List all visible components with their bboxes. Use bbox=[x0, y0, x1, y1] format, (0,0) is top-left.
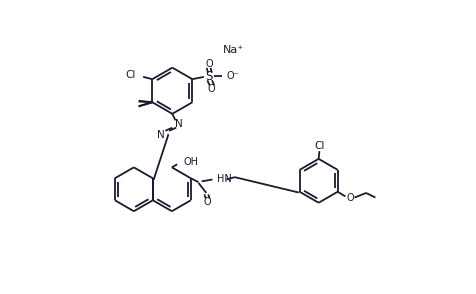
Text: Na⁺: Na⁺ bbox=[223, 44, 245, 54]
Text: O: O bbox=[204, 197, 212, 207]
Text: HN: HN bbox=[217, 174, 232, 184]
Text: S: S bbox=[206, 70, 213, 83]
Text: O: O bbox=[208, 84, 216, 94]
Text: O: O bbox=[347, 193, 355, 203]
Text: N: N bbox=[175, 119, 182, 129]
Text: N: N bbox=[157, 130, 165, 140]
Text: Cl: Cl bbox=[314, 141, 325, 151]
Text: O: O bbox=[206, 59, 213, 69]
Text: O⁻: O⁻ bbox=[226, 71, 239, 81]
Text: Cl: Cl bbox=[126, 70, 136, 80]
Text: OH: OH bbox=[183, 157, 198, 167]
